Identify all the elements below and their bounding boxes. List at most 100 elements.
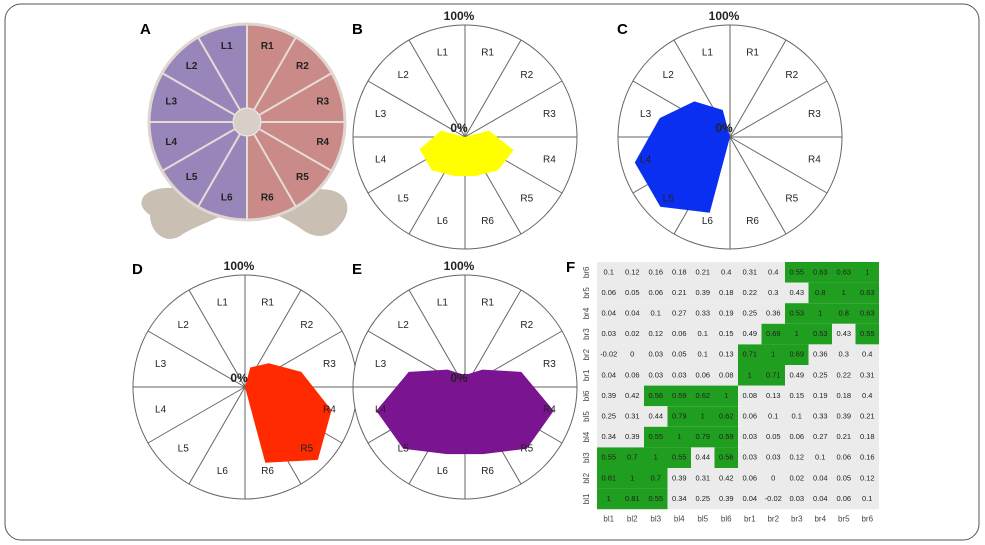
cell-value: 0.71 bbox=[742, 350, 757, 359]
cell-value: 0.44 bbox=[695, 453, 710, 462]
r-tick-label: 0% bbox=[715, 121, 733, 135]
cell-value: 0.1 bbox=[698, 329, 708, 338]
category-label: L4 bbox=[155, 404, 167, 415]
category-label: R1 bbox=[261, 297, 274, 308]
category-label: L5 bbox=[178, 443, 190, 454]
hub bbox=[233, 108, 261, 136]
cell-value: 0.03 bbox=[789, 494, 804, 503]
cell-value: 0.03 bbox=[672, 370, 687, 379]
cell-value: 0.03 bbox=[648, 350, 663, 359]
cell-value: 0.06 bbox=[742, 473, 757, 482]
category-label: R6 bbox=[481, 466, 494, 477]
cell-value: 0.63 bbox=[860, 308, 875, 317]
category-label: R2 bbox=[520, 320, 533, 331]
category-label: R1 bbox=[481, 297, 494, 308]
cell-value: 0.16 bbox=[860, 453, 875, 462]
category-label: L2 bbox=[398, 70, 410, 81]
cell-value: 0.19 bbox=[719, 308, 734, 317]
cell-value: 0.12 bbox=[860, 473, 875, 482]
cell-value: 0.06 bbox=[625, 370, 640, 379]
cell-value: 0.55 bbox=[648, 432, 663, 441]
row-label: br5 bbox=[582, 287, 591, 299]
category-label: R4 bbox=[543, 404, 556, 415]
column-label: br5 bbox=[838, 514, 850, 523]
category-label: L2 bbox=[178, 320, 190, 331]
category-label: R3 bbox=[543, 109, 556, 120]
cell-value: 0.25 bbox=[601, 411, 616, 420]
r-tick-label: 0% bbox=[450, 121, 468, 135]
cell-value: 0.3 bbox=[839, 350, 849, 359]
panel-label: D bbox=[132, 261, 143, 278]
category-label: R1 bbox=[481, 47, 494, 58]
row-label: br1 bbox=[582, 369, 591, 381]
category-label: L6 bbox=[437, 466, 449, 477]
cell-value: 0.49 bbox=[742, 329, 757, 338]
cell-value: 0.06 bbox=[836, 494, 851, 503]
cell-value: 0.27 bbox=[672, 308, 687, 317]
cell-value: 0.03 bbox=[766, 453, 781, 462]
cell-value: 0.56 bbox=[648, 391, 663, 400]
cell-value: 1 bbox=[748, 370, 752, 379]
cell-value: 0.21 bbox=[695, 267, 710, 276]
segment-label: R6 bbox=[261, 192, 274, 203]
category-label: R3 bbox=[323, 359, 336, 370]
cell-value: 0.69 bbox=[789, 350, 804, 359]
cell-value: 0.42 bbox=[625, 391, 640, 400]
row-label: bl1 bbox=[582, 493, 591, 504]
cell-value: 0.62 bbox=[719, 411, 734, 420]
cell-value: 0.18 bbox=[860, 432, 875, 441]
cell-value: 0.55 bbox=[601, 453, 616, 462]
cell-value: 0.1 bbox=[815, 453, 825, 462]
cell-value: 0.18 bbox=[672, 267, 687, 276]
cell-value: 0.39 bbox=[625, 432, 640, 441]
cell-value: 0.18 bbox=[836, 391, 851, 400]
segment-label: R1 bbox=[261, 41, 274, 52]
column-label: bl6 bbox=[721, 514, 732, 523]
cell-value: 0.3 bbox=[768, 288, 778, 297]
segment-label: R5 bbox=[296, 172, 309, 183]
cell-value: 0.43 bbox=[836, 329, 851, 338]
panel-label: B bbox=[352, 21, 363, 38]
cell-value: 0.42 bbox=[719, 473, 734, 482]
cell-value: 0 bbox=[630, 350, 634, 359]
cell-value: 0.25 bbox=[742, 308, 757, 317]
category-label: R4 bbox=[808, 154, 821, 165]
cell-value: 0.21 bbox=[672, 288, 687, 297]
cell-value: 1 bbox=[842, 288, 846, 297]
cell-value: 0.55 bbox=[789, 267, 804, 276]
cell-value: 0.44 bbox=[648, 411, 663, 420]
cell-value: 1 bbox=[677, 432, 681, 441]
cell-value: 0.27 bbox=[813, 432, 828, 441]
category-label: R2 bbox=[785, 70, 798, 81]
cell-value: 0 bbox=[771, 473, 775, 482]
cell-value: 0.18 bbox=[719, 288, 734, 297]
segment-label: R3 bbox=[316, 96, 329, 107]
segment-label: L6 bbox=[221, 192, 233, 203]
category-label: R5 bbox=[520, 443, 533, 454]
cell-value: 0.04 bbox=[601, 370, 616, 379]
cell-value: 0.1 bbox=[651, 308, 661, 317]
cell-value: 0.39 bbox=[719, 494, 734, 503]
cell-value: 0.04 bbox=[601, 308, 616, 317]
row-label: br3 bbox=[582, 328, 591, 340]
cell-value: 0.1 bbox=[604, 267, 614, 276]
row-label: bl3 bbox=[582, 452, 591, 463]
cell-value: 0.06 bbox=[672, 329, 687, 338]
panel-label: E bbox=[352, 261, 362, 278]
cell-value: 0.05 bbox=[836, 473, 851, 482]
cell-value: 0.03 bbox=[601, 329, 616, 338]
category-label: L4 bbox=[640, 154, 652, 165]
category-label: L3 bbox=[375, 359, 387, 370]
cell-value: 0.13 bbox=[719, 350, 734, 359]
category-label: L6 bbox=[437, 216, 449, 227]
category-label: R6 bbox=[746, 216, 759, 227]
cell-value: 0.59 bbox=[719, 432, 734, 441]
cell-value: 0.33 bbox=[813, 411, 828, 420]
r-tick-label: 0% bbox=[230, 371, 248, 385]
cell-value: 0.4 bbox=[862, 391, 872, 400]
segment-label: R4 bbox=[316, 137, 329, 148]
category-label: R5 bbox=[520, 193, 533, 204]
cell-value: 0.33 bbox=[695, 308, 710, 317]
cell-value: 0.06 bbox=[695, 370, 710, 379]
category-label: L6 bbox=[217, 466, 229, 477]
